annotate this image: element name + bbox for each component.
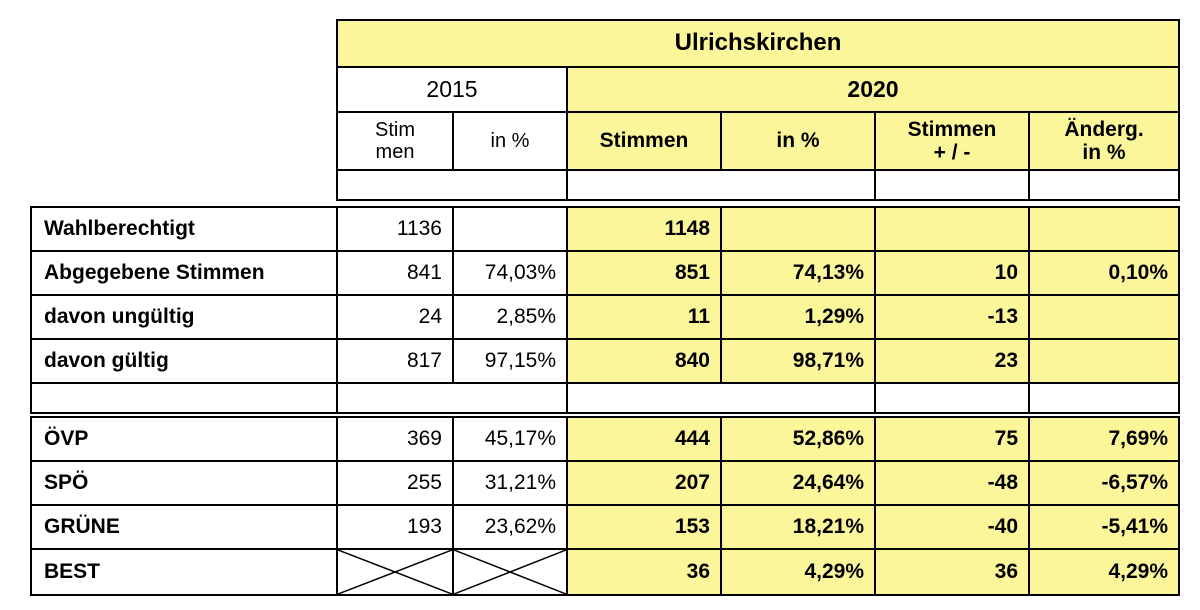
cell-stimmen-2020: 444 <box>566 416 722 462</box>
cell-pct-2015 <box>452 206 568 252</box>
row-label: Wahlberechtigt <box>30 206 338 252</box>
cell-diff <box>874 206 1030 252</box>
cell-change: 4,29% <box>1028 548 1180 596</box>
cell-diff: 36 <box>874 548 1030 596</box>
row-label: davon gültig <box>30 338 338 384</box>
cell-change: 0,10% <box>1028 250 1180 296</box>
cell-stimmen-2015-na <box>336 548 454 596</box>
col-header-pct-2020: in % <box>720 111 876 171</box>
row-label: ÖVP <box>30 416 338 462</box>
cell-stimmen-2020: 153 <box>566 504 722 550</box>
cell-change: -5,41% <box>1028 504 1180 550</box>
cell-pct-2015: 23,62% <box>452 504 568 550</box>
cell-stimmen-2015: 24 <box>336 294 454 340</box>
cell-change <box>1028 206 1180 252</box>
col-header-stimmen-2015: Stim men <box>336 111 454 171</box>
cell-stimmen-2015: 255 <box>336 460 454 506</box>
cell-stimmen-2020: 36 <box>566 548 722 596</box>
row-label: Abgegebene Stimmen <box>30 250 338 296</box>
cell-pct-2020: 52,86% <box>720 416 876 462</box>
cell-stimmen-2015: 841 <box>336 250 454 296</box>
cell-pct-2020 <box>720 206 876 252</box>
cell-stimmen-2015: 1136 <box>336 206 454 252</box>
cell-pct-2015: 74,03% <box>452 250 568 296</box>
separator-cell <box>30 382 338 414</box>
col-header-stimmen-2020: Stimmen <box>566 111 722 171</box>
cell-pct-2020: 18,21% <box>720 504 876 550</box>
row-label: SPÖ <box>30 460 338 506</box>
cross-out-icon <box>454 550 566 594</box>
cell-stimmen-2020: 840 <box>566 338 722 384</box>
separator-cell <box>336 382 568 414</box>
cell-stimmen-2015: 193 <box>336 504 454 550</box>
row-label: GRÜNE <box>30 504 338 550</box>
cell-pct-2015: 2,85% <box>452 294 568 340</box>
cell-stimmen-2015: 369 <box>336 416 454 462</box>
cell-pct-2015: 45,17% <box>452 416 568 462</box>
cross-out-icon <box>338 550 452 594</box>
cell-pct-2020: 98,71% <box>720 338 876 384</box>
col-header-change: Änderg. in % <box>1028 111 1180 171</box>
spacer-cell <box>1028 169 1180 201</box>
cell-change <box>1028 338 1180 384</box>
cell-stimmen-2020: 1148 <box>566 206 722 252</box>
cell-diff: -48 <box>874 460 1030 506</box>
cell-change <box>1028 294 1180 340</box>
cell-diff: -40 <box>874 504 1030 550</box>
cell-pct-2020: 4,29% <box>720 548 876 596</box>
col-header-diff: Stimmen + / - <box>874 111 1030 171</box>
spacer-cell <box>336 169 568 201</box>
cell-diff: 10 <box>874 250 1030 296</box>
row-label: davon ungültig <box>30 294 338 340</box>
separator-cell <box>874 382 1030 414</box>
cell-stimmen-2020: 207 <box>566 460 722 506</box>
cell-pct-2020: 24,64% <box>720 460 876 506</box>
cell-change: -6,57% <box>1028 460 1180 506</box>
year-2020-header: 2020 <box>566 66 1180 113</box>
cell-pct-2020: 74,13% <box>720 250 876 296</box>
cell-pct-2015: 97,15% <box>452 338 568 384</box>
col-header-pct-2015: in % <box>452 111 568 171</box>
cell-diff: 75 <box>874 416 1030 462</box>
cell-pct-2015-na <box>452 548 568 596</box>
separator-cell <box>1028 382 1180 414</box>
cell-stimmen-2015: 817 <box>336 338 454 384</box>
cell-diff: 23 <box>874 338 1030 384</box>
cell-stimmen-2020: 851 <box>566 250 722 296</box>
separator-cell <box>566 382 876 414</box>
cell-pct-2015: 31,21% <box>452 460 568 506</box>
spacer-cell <box>874 169 1030 201</box>
cell-pct-2020: 1,29% <box>720 294 876 340</box>
spacer-cell <box>566 169 876 201</box>
cell-change: 7,69% <box>1028 416 1180 462</box>
row-label: BEST <box>30 548 338 596</box>
cell-diff: -13 <box>874 294 1030 340</box>
table-title: Ulrichskirchen <box>336 19 1180 68</box>
cell-stimmen-2020: 11 <box>566 294 722 340</box>
year-2015-header: 2015 <box>336 66 568 113</box>
